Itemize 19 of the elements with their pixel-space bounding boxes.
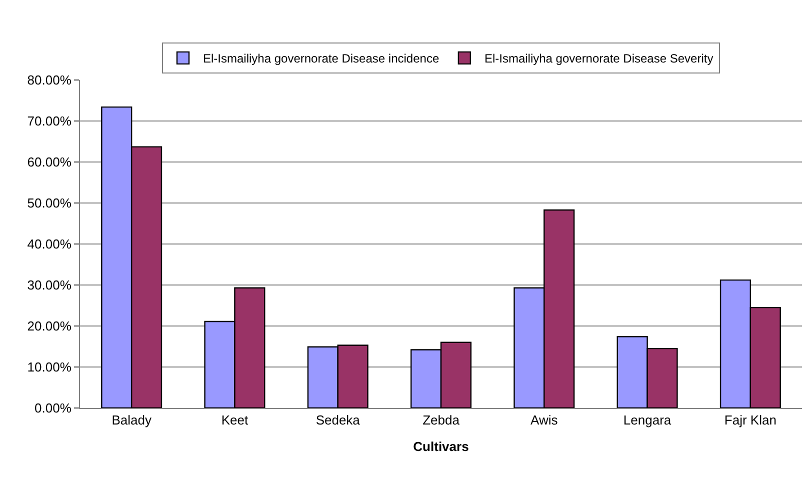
x-tick-label: Awis: [530, 412, 558, 428]
x-axis-title: Cultivars: [413, 439, 469, 454]
y-tick-label: 80.00%: [27, 72, 72, 88]
y-tick-label: 70.00%: [27, 114, 72, 129]
x-tick-label: Balady: [112, 412, 152, 428]
y-tick-label: 40.00%: [27, 236, 72, 252]
x-tick-label: Keet: [221, 412, 248, 428]
legend-label: El-Ismailiyha governorate Disease Severity: [484, 52, 714, 66]
y-tick-label: 60.00%: [27, 154, 72, 170]
y-tick-label: 30.00%: [27, 278, 72, 293]
x-tick-label: Lengara: [623, 412, 672, 428]
x-tick-label: Fajr Klan: [724, 412, 776, 428]
y-tick-label: 50.00%: [27, 196, 72, 211]
x-tick-label: Zebda: [422, 412, 460, 428]
y-tick-label: 0.00%: [34, 400, 72, 416]
y-tick-label: 10.00%: [27, 360, 72, 375]
y-tick-label: 20.00%: [27, 318, 72, 334]
x-tick-label: Sedeka: [316, 412, 361, 428]
legend-label: El-Ismailiyha governorate Disease incidence: [203, 52, 440, 66]
